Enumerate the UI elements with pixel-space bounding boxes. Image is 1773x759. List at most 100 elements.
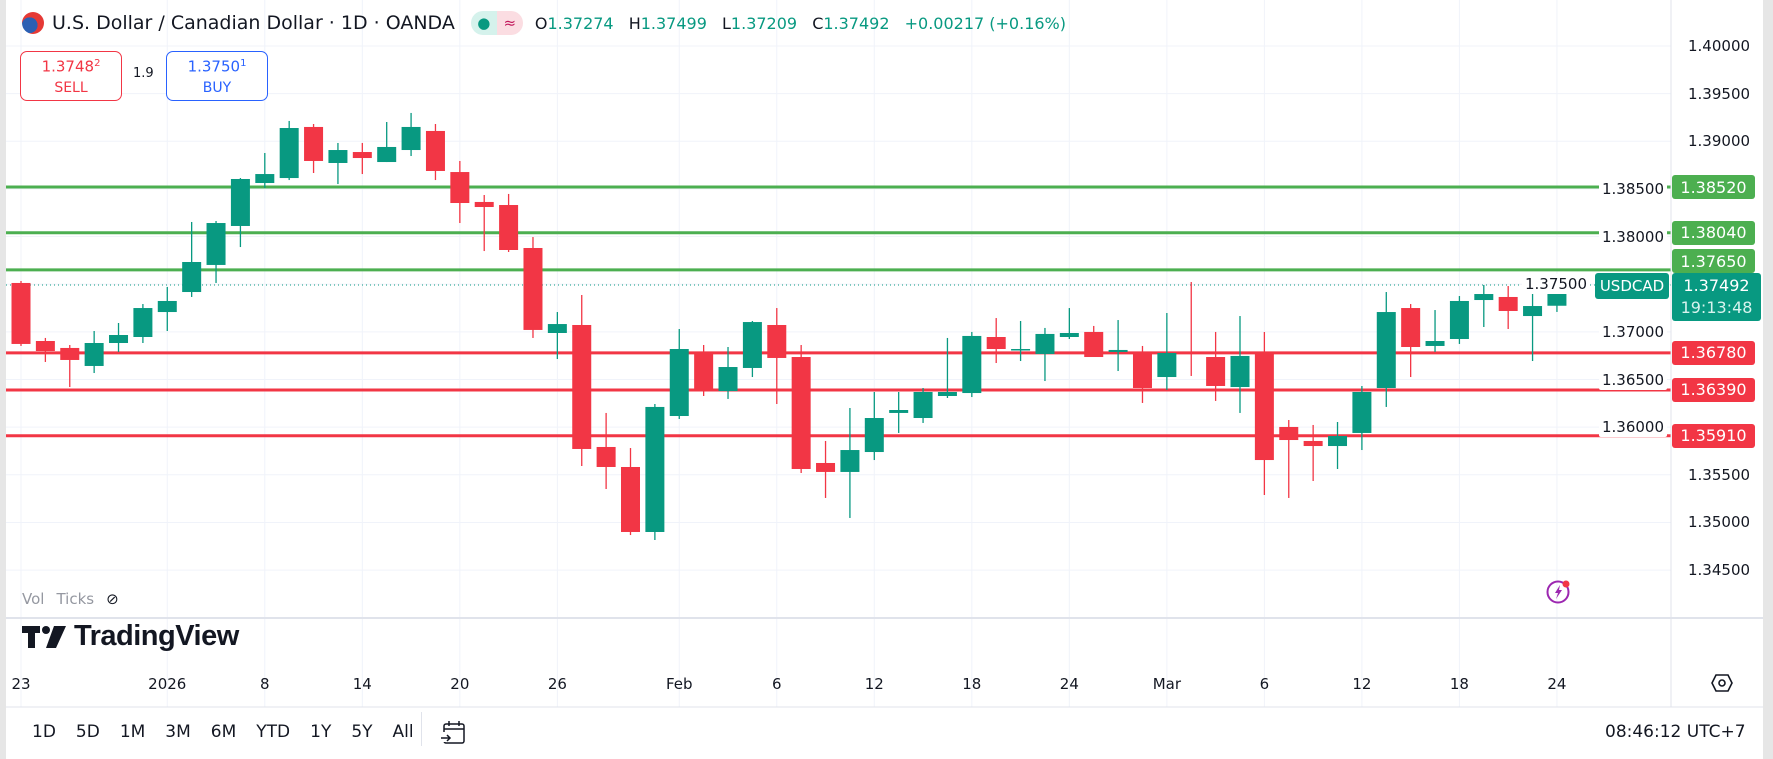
bar-countdown: 19:13:48 <box>1680 298 1753 317</box>
candle-body <box>1230 355 1250 388</box>
candle-body <box>840 450 860 472</box>
resistance-level-label: 1.38040 <box>1672 220 1755 245</box>
symbol-title[interactable]: U.S. Dollar / Canadian Dollar · 1D · OAN… <box>52 12 455 34</box>
time-tick-label: 8 <box>260 675 270 693</box>
range-button-5d[interactable]: 5D <box>75 722 100 742</box>
gear-icon[interactable] <box>1711 672 1733 698</box>
candle-up <box>157 286 177 331</box>
price-tick-label: 1.35500 <box>1688 465 1751 484</box>
candle-up <box>840 408 860 518</box>
candle-body <box>1059 332 1079 338</box>
resistance-level-label: 1.38520 <box>1672 175 1755 199</box>
sell-button[interactable]: 1.37482 SELL <box>20 51 122 101</box>
time-tick-label: 6 <box>771 675 782 693</box>
price-tick-label: 1.37000 <box>1598 321 1667 342</box>
sell-price: 1.3748 <box>41 57 95 76</box>
toolbar-divider <box>421 712 422 746</box>
candle-down <box>1084 325 1104 358</box>
support-level-label: 1.35910 <box>1672 423 1755 448</box>
candle-up <box>182 221 202 297</box>
candle-down <box>1181 282 1201 376</box>
candle-body <box>474 201 494 208</box>
grid <box>6 0 1671 707</box>
candle-up <box>401 112 421 157</box>
candle-body <box>889 410 909 413</box>
candle-body <box>986 337 1006 350</box>
range-button-6m[interactable]: 6M <box>210 722 237 742</box>
candle-down <box>499 193 519 252</box>
time-tick-label: 2026 <box>148 675 187 693</box>
range-button-3m[interactable]: 3M <box>165 722 191 742</box>
candle-body <box>621 466 640 532</box>
change-value: +0.00217 (+0.16%) <box>904 13 1066 33</box>
candle-up <box>109 322 129 352</box>
candle-up <box>255 152 275 188</box>
range-button-ytd[interactable]: YTD <box>256 722 291 742</box>
candle-body <box>913 391 933 419</box>
range-toolbar: 1D 5D 1M 3M 6M YTD 1Y 5Y All <box>22 722 424 742</box>
candle-body <box>206 223 226 265</box>
price-tick-label: 1.34500 <box>1688 561 1751 580</box>
time-tick-label: 26 <box>547 675 567 693</box>
candle-down <box>986 318 1006 364</box>
delayed-data-icon: ≈ <box>496 11 523 35</box>
market-status[interactable]: ● ≈ <box>470 11 523 35</box>
candle-body <box>1011 349 1031 351</box>
candle-body <box>182 262 202 293</box>
candle-up <box>1108 320 1128 372</box>
candle-body <box>718 367 738 392</box>
candle-up <box>1035 327 1055 382</box>
ohlc-values: O1.37274 H1.37499 L1.37209 C1.37492 +0.0… <box>534 13 1066 33</box>
time-tick-label: 20 <box>450 675 470 693</box>
candle-body <box>645 406 665 532</box>
lightning-icon[interactable] <box>1545 577 1573 605</box>
symbol-badge: USDCAD <box>1595 273 1669 299</box>
candle-down <box>767 308 787 404</box>
candle-body <box>84 343 104 366</box>
candle-body <box>1474 294 1494 301</box>
candle-up <box>279 120 299 181</box>
range-button-1y[interactable]: 1Y <box>310 722 332 742</box>
time-tick-label: 18 <box>1449 675 1469 693</box>
candle-body <box>328 150 348 163</box>
candle-down <box>60 345 80 388</box>
candle-up <box>645 403 665 540</box>
support-level-label: 1.36780 <box>1672 340 1755 365</box>
range-button-5y[interactable]: 5Y <box>351 722 373 742</box>
candle-body <box>1401 308 1421 348</box>
candle-up <box>1352 385 1372 451</box>
price-tick-label: 1.35000 <box>1688 513 1751 532</box>
range-button-1m[interactable]: 1M <box>119 722 146 742</box>
candle-body <box>1498 296 1518 311</box>
tradingview-logo-icon <box>22 625 66 648</box>
time-tick-label: Mar <box>1152 675 1182 693</box>
symbol-header: U.S. Dollar / Canadian Dollar · 1D · OAN… <box>22 11 1076 35</box>
candle-body <box>450 172 470 204</box>
candle-down <box>304 124 324 173</box>
candle-up <box>742 320 762 378</box>
candle-body <box>255 174 275 183</box>
range-button-all[interactable]: All <box>392 722 414 742</box>
candle-up <box>864 391 884 461</box>
price-tick-label: 1.39000 <box>1688 132 1751 151</box>
candle-body <box>1328 436 1348 447</box>
candle-down <box>694 345 714 396</box>
buy-button[interactable]: 1.37501 BUY <box>166 51 268 101</box>
calendar-goto-icon[interactable] <box>440 719 468 751</box>
time-tick-label: Feb <box>665 675 693 693</box>
eye-off-icon[interactable]: ⊘ <box>106 590 119 608</box>
tradingview-logo[interactable]: TradingView <box>22 620 239 653</box>
price-tick-label: 1.39500 <box>1688 84 1751 103</box>
close-value: 1.37492 <box>823 13 890 33</box>
candle-body <box>694 351 714 390</box>
candle-up <box>1059 308 1079 340</box>
range-button-1d[interactable]: 1D <box>32 722 56 742</box>
candle-up <box>230 178 250 248</box>
volume-legend[interactable]: Vol Ticks ⊘ <box>22 590 119 608</box>
clock[interactable]: 08:46:12 UTC+7 <box>1605 722 1746 742</box>
time-tick-label: 12 <box>864 675 884 693</box>
candle-down <box>425 124 445 181</box>
candle-up <box>1230 316 1250 413</box>
resistance-level-label: 1.37650 <box>1672 249 1755 273</box>
